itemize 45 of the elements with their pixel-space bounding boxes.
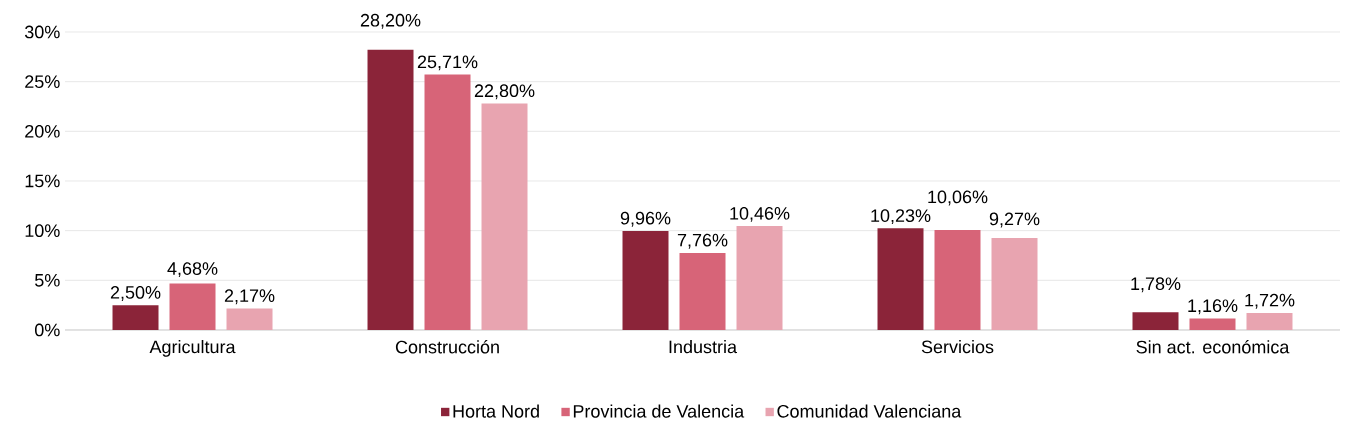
data-label: 4,68% xyxy=(167,262,218,278)
data-label: 10,23% xyxy=(871,209,931,225)
data-label: 1,16% xyxy=(1188,299,1238,315)
data-label: 9,96% xyxy=(620,211,671,227)
y-tick-label: 30% xyxy=(24,25,60,39)
bar xyxy=(934,230,981,330)
y-tick-label: 25% xyxy=(25,75,60,89)
legend-label: Horta Nord xyxy=(453,404,539,418)
bar xyxy=(622,231,669,330)
data-label: 28,20% xyxy=(360,13,421,29)
bar xyxy=(1246,312,1293,330)
x-tick-label: Industria xyxy=(669,340,738,354)
bar xyxy=(1132,312,1179,330)
bar xyxy=(877,228,924,330)
bar xyxy=(424,74,471,330)
bar xyxy=(226,308,273,330)
x-tick-label: Sin act. económica xyxy=(1136,340,1290,354)
bar xyxy=(991,237,1038,330)
data-label: 25,71% xyxy=(417,55,478,71)
y-tick-label: 20% xyxy=(25,124,60,138)
x-tick-label: Servicios xyxy=(921,340,994,354)
x-tick-label: Agricultura xyxy=(149,340,236,357)
data-label: 22,80% xyxy=(474,84,535,100)
bar xyxy=(481,103,528,330)
y-tick-label: 15% xyxy=(25,174,60,188)
bar xyxy=(112,305,159,330)
y-tick-label: 5% xyxy=(35,273,60,287)
data-label: 1,78% xyxy=(1131,277,1181,293)
legend-label: Comunidad Valenciana xyxy=(777,404,962,418)
data-label: 10,06% xyxy=(928,190,988,206)
y-tick-label: 10% xyxy=(25,224,60,238)
bar xyxy=(1189,318,1236,330)
bar xyxy=(169,283,216,330)
data-label: 1,72% xyxy=(1245,293,1295,309)
data-label: 2,50% xyxy=(110,286,161,301)
data-label: 9,27% xyxy=(989,212,1040,228)
data-label: 2,17% xyxy=(224,289,275,305)
bar xyxy=(367,49,414,330)
bar xyxy=(679,252,726,330)
legend-label: Provincia de Valencia xyxy=(573,404,745,418)
x-tick-label: Construcción xyxy=(395,340,499,354)
data-label: 7,76% xyxy=(677,233,728,249)
data-label: 10,46% xyxy=(730,206,790,222)
y-tick-label: 0% xyxy=(35,323,60,337)
bar xyxy=(736,226,783,330)
